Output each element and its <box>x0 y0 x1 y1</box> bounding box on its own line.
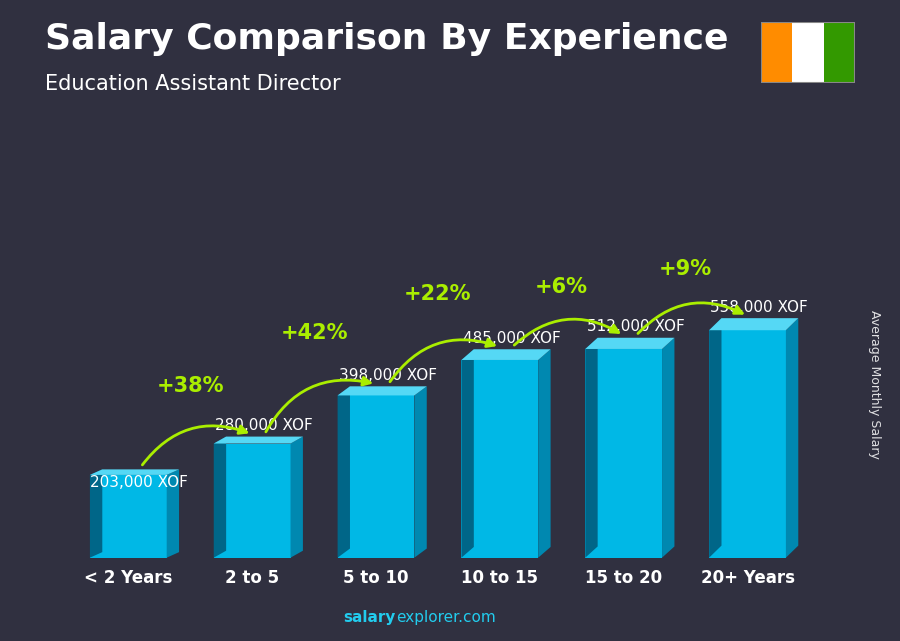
Bar <box>824 22 855 83</box>
Text: +38%: +38% <box>157 376 224 395</box>
Bar <box>709 330 786 558</box>
Text: explorer.com: explorer.com <box>396 610 496 625</box>
Polygon shape <box>462 349 551 360</box>
Bar <box>462 360 538 558</box>
Polygon shape <box>709 318 798 330</box>
Bar <box>792 22 824 83</box>
Polygon shape <box>709 318 722 558</box>
Text: Salary Comparison By Experience: Salary Comparison By Experience <box>45 22 728 56</box>
Polygon shape <box>338 387 427 395</box>
Text: 558,000 XOF: 558,000 XOF <box>710 300 808 315</box>
Text: 203,000 XOF: 203,000 XOF <box>90 475 188 490</box>
Text: +22%: +22% <box>404 284 472 304</box>
Polygon shape <box>414 387 427 558</box>
Text: +6%: +6% <box>536 277 589 297</box>
Polygon shape <box>90 469 179 475</box>
Polygon shape <box>538 349 551 558</box>
Polygon shape <box>338 387 350 558</box>
Bar <box>90 475 166 558</box>
Text: 280,000 XOF: 280,000 XOF <box>215 418 312 433</box>
Polygon shape <box>214 437 303 444</box>
Polygon shape <box>214 437 226 558</box>
Polygon shape <box>585 338 674 349</box>
Bar <box>338 395 414 558</box>
Polygon shape <box>662 338 674 558</box>
Polygon shape <box>291 437 303 558</box>
Polygon shape <box>90 469 103 558</box>
Text: +42%: +42% <box>280 323 347 343</box>
Polygon shape <box>462 349 473 558</box>
Polygon shape <box>585 338 598 558</box>
Text: 398,000 XOF: 398,000 XOF <box>338 368 436 383</box>
Polygon shape <box>786 318 798 558</box>
Text: 512,000 XOF: 512,000 XOF <box>587 319 684 335</box>
Text: 485,000 XOF: 485,000 XOF <box>463 331 561 346</box>
Bar <box>760 22 792 83</box>
Bar <box>585 349 662 558</box>
Bar <box>214 444 291 558</box>
Polygon shape <box>166 469 179 558</box>
Text: Education Assistant Director: Education Assistant Director <box>45 74 340 94</box>
Text: +9%: +9% <box>659 260 712 279</box>
Text: salary: salary <box>344 610 396 625</box>
Text: Average Monthly Salary: Average Monthly Salary <box>868 310 881 459</box>
